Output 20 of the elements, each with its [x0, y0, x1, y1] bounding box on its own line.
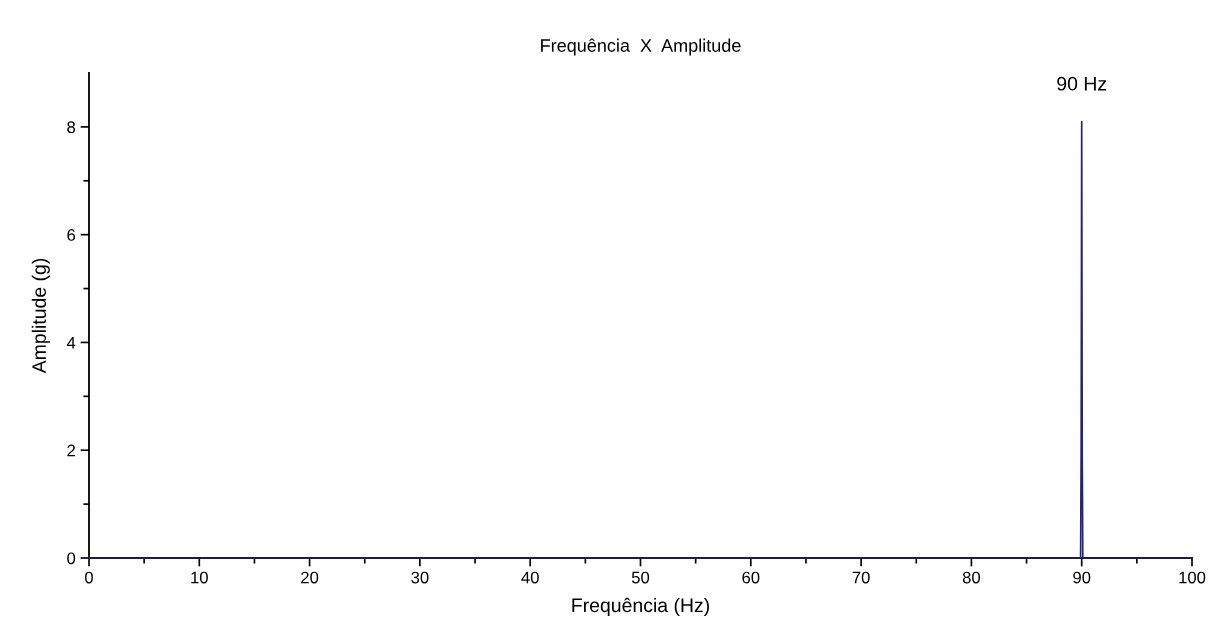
x-tick-label: 50 [631, 571, 650, 584]
y-tick-label: 4 [66, 337, 76, 349]
x-tick-label: 30 [411, 571, 429, 584]
annotation: 90 Hz [1057, 76, 1107, 91]
y-axis-title: Amplitude (g) [31, 258, 50, 374]
x-tick-label: 40 [521, 571, 539, 584]
x-tick-label: 20 [301, 571, 319, 584]
x-tick-label: 0 [85, 571, 93, 584]
x-tick-label: 90 [1073, 571, 1091, 584]
chart-title: Frequência X Amplitude [541, 38, 741, 56]
y-tick-label: 2 [67, 444, 75, 457]
x-axis-title: Frequência (Hz) [572, 597, 709, 617]
y-tick-label: 6 [67, 229, 76, 241]
y-tick-label: 8 [67, 121, 76, 134]
x-tick-label: 80 [962, 571, 981, 584]
x-tick-label: 100 [1179, 571, 1206, 584]
x-tick-label: 60 [742, 571, 760, 584]
x-tick-label: 70 [852, 571, 870, 584]
x-tick-label: 10 [191, 571, 208, 584]
y-tick-label: 0 [67, 552, 76, 565]
